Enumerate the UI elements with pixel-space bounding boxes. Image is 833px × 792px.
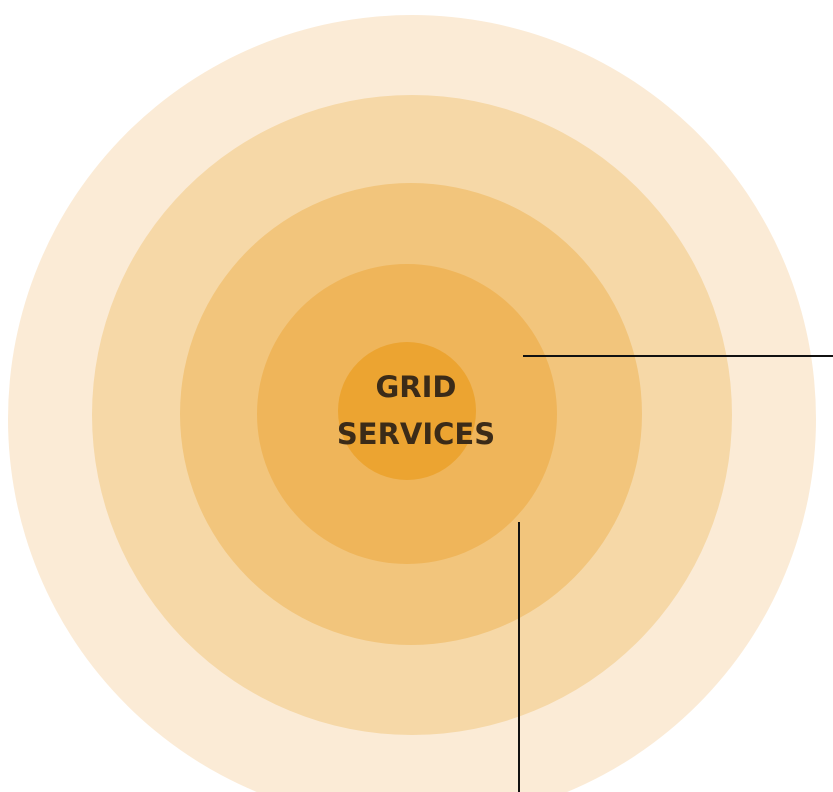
- center-label: GRID: [376, 370, 457, 404]
- ring-center: [338, 342, 476, 480]
- center-label: SERVICES: [337, 417, 495, 451]
